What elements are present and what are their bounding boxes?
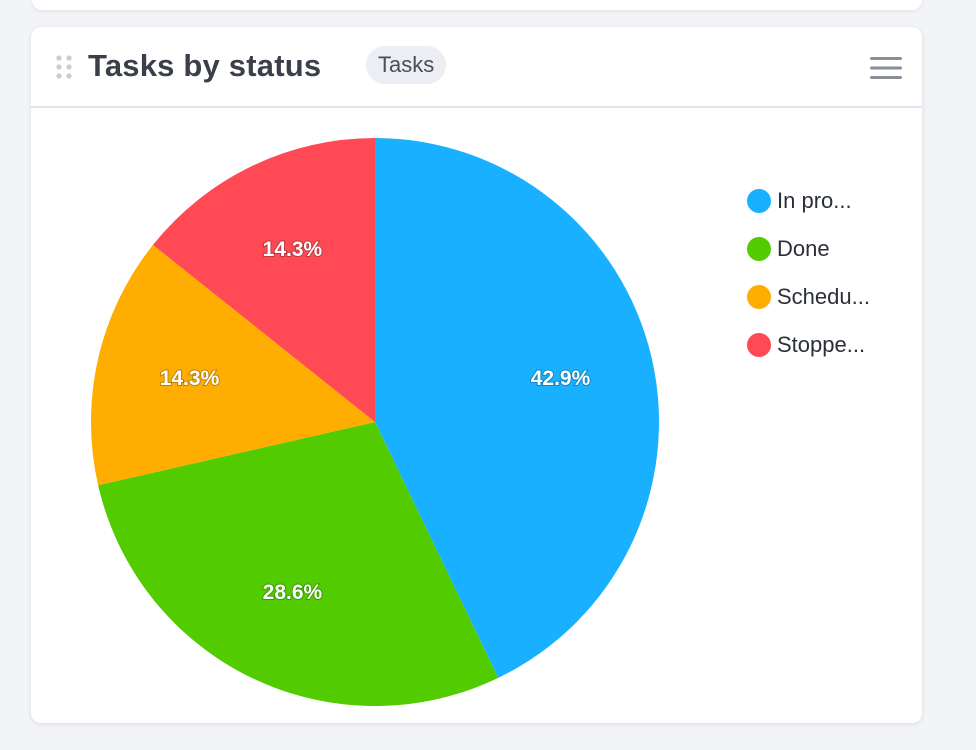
- legend-color-dot: [747, 189, 771, 213]
- legend-color-dot: [747, 333, 771, 357]
- drag-handle-icon[interactable]: [55, 54, 73, 80]
- legend-color-dot: [747, 237, 771, 261]
- slice-label-done: 28.6%: [263, 581, 323, 604]
- tasks-by-status-widget: Tasks by status Tasks 42.9% 28.6% 14.3% 14.…: [31, 27, 922, 723]
- previous-card-edge: [32, 0, 922, 10]
- legend-color-dot: [747, 285, 771, 309]
- widget-header: Tasks by status Tasks: [31, 27, 922, 108]
- legend-item-in-progress[interactable]: In pro...: [747, 177, 870, 225]
- chart-legend: In pro... Done Schedu... Stoppe...: [747, 177, 870, 369]
- pie-slice-done[interactable]: [98, 422, 499, 706]
- legend-label: Done: [777, 236, 830, 261]
- slice-label-scheduled: 14.3%: [160, 367, 220, 390]
- slice-label-in-progress: 42.9%: [531, 367, 591, 390]
- slice-label-stopped: 14.3%: [263, 238, 323, 261]
- legend-label: In pro...: [777, 188, 852, 213]
- legend-label: Schedu...: [777, 284, 870, 309]
- hamburger-menu-icon[interactable]: [869, 56, 903, 80]
- pie-chart: 42.9% 28.6% 14.3% 14.3%: [91, 138, 660, 706]
- pie-slice-scheduled[interactable]: [91, 244, 375, 486]
- legend-item-stopped[interactable]: Stoppe...: [747, 321, 870, 369]
- pie-slice-in-progress[interactable]: [375, 138, 660, 678]
- pie-slice-stopped[interactable]: [152, 138, 375, 422]
- legend-item-scheduled[interactable]: Schedu...: [747, 273, 870, 321]
- category-tag[interactable]: Tasks: [366, 46, 447, 84]
- legend-item-done[interactable]: Done: [747, 225, 870, 273]
- widget-title: Tasks by status: [88, 48, 322, 83]
- legend-label: Stoppe...: [777, 332, 866, 357]
